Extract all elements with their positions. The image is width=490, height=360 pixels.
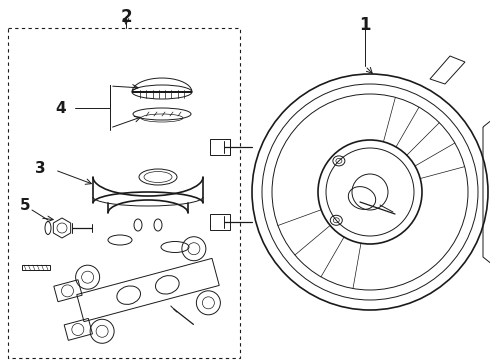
Text: 2: 2 (120, 8, 132, 26)
Text: 1: 1 (359, 16, 371, 34)
Text: 5: 5 (20, 198, 31, 212)
Bar (22, 265, 50, 270)
Bar (210, 214, 230, 230)
Text: 3: 3 (35, 161, 46, 176)
Text: 4: 4 (55, 100, 66, 116)
Bar (210, 139, 230, 155)
